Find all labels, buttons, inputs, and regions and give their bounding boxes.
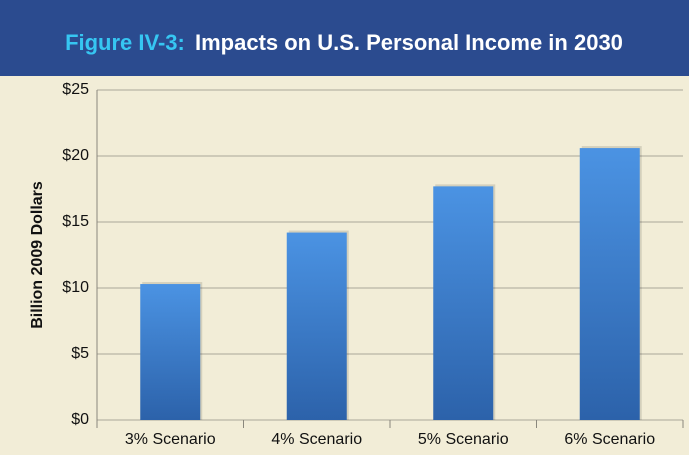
y-tick-label: $20: [62, 147, 89, 164]
bar: [286, 232, 347, 420]
title-text: Impacts on U.S. Personal Income in 2030: [195, 30, 623, 55]
y-tick-label: $25: [62, 81, 89, 98]
x-tick-label: 4% Scenario: [271, 431, 362, 448]
figure-label: Figure IV-3:: [65, 30, 185, 55]
y-tick-label: $15: [62, 213, 89, 230]
header-band: [0, 0, 689, 76]
x-tick-label: 3% Scenario: [125, 431, 216, 448]
y-tick-label: $5: [71, 345, 89, 362]
bar: [140, 284, 201, 420]
bar: [579, 148, 640, 420]
y-tick-label: $0: [71, 411, 89, 428]
x-tick-label: 6% Scenario: [564, 431, 655, 448]
x-tick-label: 5% Scenario: [418, 431, 509, 448]
y-tick-label: $10: [62, 279, 89, 296]
bar: [433, 186, 494, 420]
chart-title: Figure IV-3: Impacts on U.S. Personal In…: [65, 30, 623, 55]
y-axis-label: Billion 2009 Dollars: [29, 181, 46, 329]
